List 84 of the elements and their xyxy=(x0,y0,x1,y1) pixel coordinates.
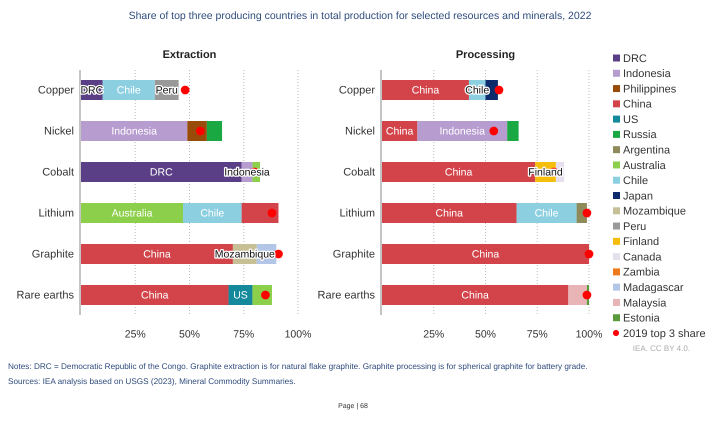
legend-label: Madagascar xyxy=(623,282,684,294)
bar xyxy=(382,244,589,264)
data-label: DRC xyxy=(150,166,174,179)
y-tick-label: Copper xyxy=(38,84,74,97)
bar xyxy=(81,203,183,223)
bar xyxy=(81,121,188,141)
legend-label: Finland xyxy=(623,236,660,248)
point xyxy=(180,86,190,94)
legend-label: China xyxy=(623,98,653,111)
data-label: Australia xyxy=(112,208,153,220)
legend-label: Philippines xyxy=(623,83,677,96)
data-label: China xyxy=(141,290,169,302)
bar xyxy=(568,285,587,305)
y-tick-label: Nickel xyxy=(44,126,74,138)
data-label: Peru xyxy=(156,84,178,97)
y-tick-label: Lithium xyxy=(38,208,74,220)
bar xyxy=(382,285,568,305)
text: Notes: DRC = Democratic Republic of the Congo. Graphite extraction is for natural flake graphite. Graphite processing is for spherical graphite for battery grade. xyxy=(8,362,588,371)
point xyxy=(584,250,594,258)
x-tick-label: 25% xyxy=(423,328,444,340)
legend-label: Mozambique xyxy=(623,206,686,218)
chart-title: Extraction xyxy=(162,49,217,61)
legend-label: Russia xyxy=(623,129,658,142)
data-label: China xyxy=(436,208,464,220)
point xyxy=(268,208,276,218)
data-label: Chile xyxy=(200,208,224,220)
x-tick-label: 50% xyxy=(178,328,200,340)
bar xyxy=(382,203,517,223)
legend-label: DRC xyxy=(623,52,647,65)
bar xyxy=(242,203,278,223)
legend-label: Australia xyxy=(623,160,667,172)
legend-label: Estonia xyxy=(623,312,661,325)
x-tick-label: 50% xyxy=(474,328,496,340)
legend-label: Peru xyxy=(623,220,646,233)
legend-label: Japan xyxy=(623,190,653,202)
legend-label: Zambia xyxy=(623,266,661,279)
source-note: Sources: IEA analysis based on USGS (2023), Mineral Commodity Summaries. xyxy=(8,377,296,386)
y-tick-label: Rare earths xyxy=(16,290,74,302)
y-tick-label: Cobalt xyxy=(42,166,74,179)
data-label: US xyxy=(233,290,248,302)
y-tick-label: Graphite xyxy=(332,248,375,261)
bar xyxy=(516,203,577,223)
x-tick-label: 100% xyxy=(576,328,602,340)
y-tick-label: Nickel xyxy=(345,126,375,138)
point xyxy=(582,290,592,300)
text: Share of top three producing countries in total production for selected resources and minerals, 2022 xyxy=(128,10,592,22)
x-tick-label: 75% xyxy=(526,328,548,340)
data-label: China xyxy=(412,84,440,97)
data-label: China xyxy=(386,126,414,138)
legend-label: Chile xyxy=(623,175,648,188)
point xyxy=(489,126,498,136)
data-label: China xyxy=(461,290,490,302)
legend-label: US xyxy=(623,114,638,126)
data-label: China xyxy=(472,248,500,261)
legend-label: Argentina xyxy=(623,144,671,157)
bar xyxy=(102,80,155,100)
y-tick-label: Lithium xyxy=(340,208,375,220)
x-tick-label: 100% xyxy=(284,328,312,340)
y-tick-label: Cobalt xyxy=(343,166,375,179)
y-tick-label: Copper xyxy=(338,84,376,97)
data-label: China xyxy=(444,166,472,179)
data-label: Chile xyxy=(116,84,141,97)
x-tick-label: 25% xyxy=(124,328,146,340)
chart-title: Processing xyxy=(456,49,516,61)
point xyxy=(494,86,504,94)
legend-label: Canada xyxy=(623,251,662,264)
bar xyxy=(182,203,242,223)
bar xyxy=(206,121,222,141)
bar xyxy=(81,285,229,305)
legend-label: Indonesia xyxy=(623,68,672,80)
x-tick-label: 75% xyxy=(233,328,254,340)
bar xyxy=(507,121,519,141)
point xyxy=(582,208,592,218)
data-label: Indonesia xyxy=(111,126,158,138)
data-label: China xyxy=(143,248,171,261)
bar xyxy=(417,121,508,141)
legend-label: 2019 top 3 share xyxy=(623,328,706,340)
data-label: Chile xyxy=(534,208,559,220)
data-label: Indonesia xyxy=(224,166,270,179)
legend-label: Malaysia xyxy=(623,297,668,310)
y-tick-label: Rare earths xyxy=(318,290,376,302)
y-tick-label: Graphite xyxy=(32,248,74,261)
data-label: Indonesia xyxy=(439,126,486,138)
text: IEA. CC BY 4.0. xyxy=(632,344,690,353)
